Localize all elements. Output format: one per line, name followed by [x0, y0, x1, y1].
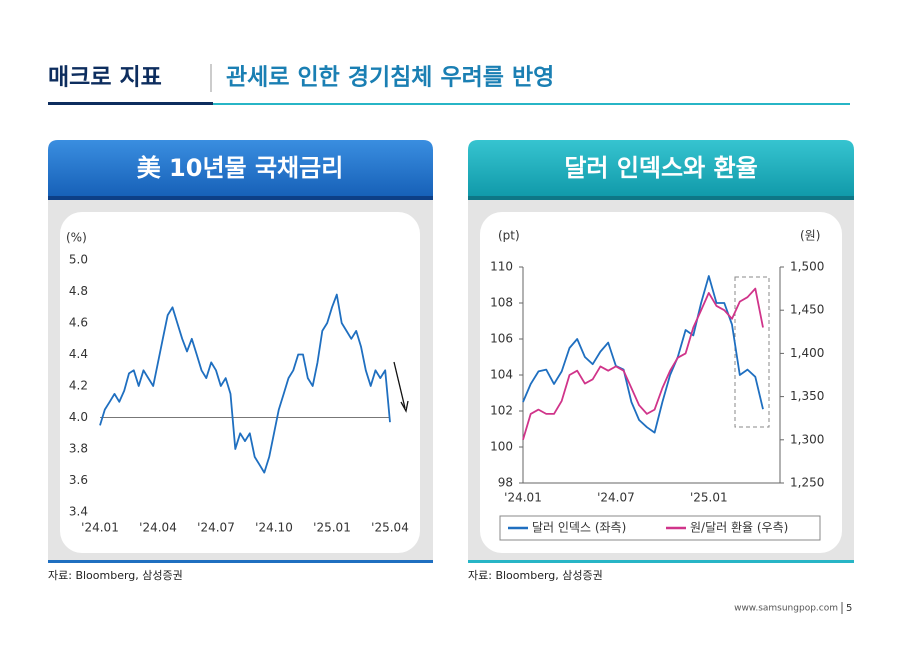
legend-label: 원/달러 환율 (우측) — [690, 521, 788, 535]
highlight-box — [734, 276, 770, 428]
y2-axis-label: (원) — [800, 229, 820, 243]
panel-title: 美 10년물 국채금리 — [137, 154, 344, 182]
x-tick-label: '24.01 — [504, 491, 542, 505]
y2-tick-label: 1,250 — [790, 476, 824, 490]
y-tick-label: 3.6 — [69, 473, 88, 487]
header-title: 매크로 지표 — [48, 65, 162, 91]
y-tick-label: 3.4 — [69, 505, 88, 519]
y2-tick-label: 1,300 — [790, 432, 824, 446]
x-tick-label: '24.10 — [255, 521, 293, 535]
y-tick-label: 3.8 — [69, 442, 88, 456]
x-tick-label: '25.04 — [371, 521, 409, 535]
y-tick-label: 110 — [490, 260, 513, 274]
y-tick-label: 4.6 — [69, 316, 88, 330]
x-tick-label: '24.01 — [81, 521, 119, 535]
series-line — [99, 293, 391, 474]
panel-rule — [468, 560, 854, 563]
y2-tick-label: 1,500 — [790, 260, 824, 274]
y-tick-label: 104 — [490, 368, 513, 382]
y-tick-label: 100 — [490, 440, 513, 454]
arrow-head — [400, 400, 409, 413]
panel-header — [468, 140, 854, 196]
footer-page: 5 — [846, 603, 852, 614]
y2-tick-label: 1,400 — [790, 346, 824, 360]
legend-label: 달러 인덱스 (좌측) — [532, 521, 626, 535]
header-rule — [48, 102, 213, 105]
y-tick-label: 98 — [498, 476, 513, 490]
y-tick-label: 106 — [490, 332, 513, 346]
series-line — [522, 275, 764, 434]
y-tick-label: 102 — [490, 404, 513, 418]
source: 자료: Bloomberg, 삼성증권 — [468, 569, 603, 582]
x-tick-label: '25.01 — [313, 521, 351, 535]
y-tick-label: 4.4 — [69, 347, 88, 361]
panel-rule — [48, 196, 433, 200]
y2-tick-label: 1,450 — [790, 303, 824, 317]
y-tick-label: 108 — [490, 296, 513, 310]
series-line — [522, 287, 764, 441]
header-subtitle: 관세로 인한 경기침체 우려를 반영 — [226, 65, 554, 91]
header-rule — [213, 103, 850, 105]
chart-area — [480, 212, 842, 553]
y-axis-label: (pt) — [498, 229, 520, 243]
x-tick-label: '25.01 — [690, 491, 728, 505]
x-tick-label: '24.07 — [597, 491, 635, 505]
panel-rule — [468, 196, 854, 200]
y-tick-label: 4.0 — [69, 410, 88, 424]
x-tick-label: '24.07 — [197, 521, 235, 535]
footer-url: www.samsungpop.com — [734, 604, 838, 614]
y-tick-label: 5.0 — [69, 253, 88, 267]
arrow — [393, 361, 406, 409]
chart-area — [60, 212, 420, 553]
y-tick-label: 4.8 — [69, 284, 88, 298]
y-tick-label: 4.2 — [69, 379, 88, 393]
x-tick-label: '24.04 — [139, 521, 177, 535]
y2-tick-label: 1,350 — [790, 389, 824, 403]
panel-title: 달러 인덱스와 환율 — [564, 154, 757, 182]
y-axis-label: (%) — [66, 231, 87, 245]
source: 자료: Bloomberg, 삼성증권 — [48, 569, 183, 582]
panel-header — [48, 140, 433, 196]
panel-rule — [48, 560, 433, 563]
legend-box — [499, 515, 821, 541]
